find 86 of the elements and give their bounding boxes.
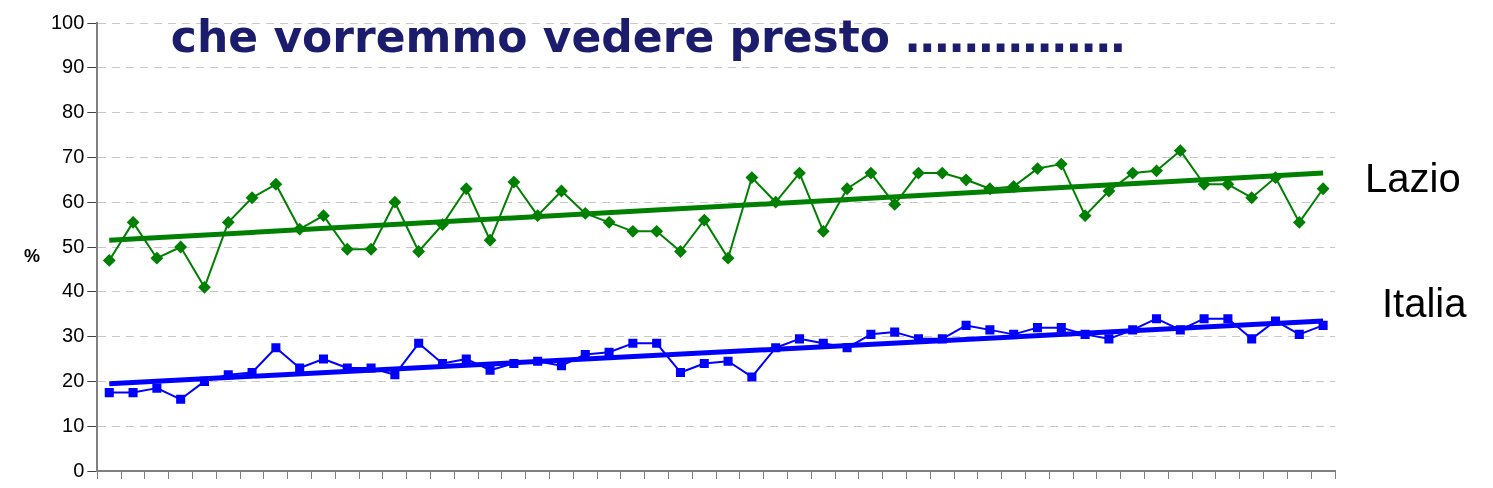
point bbox=[912, 167, 925, 180]
point bbox=[152, 383, 162, 393]
point bbox=[1247, 334, 1257, 344]
y-tick-label: 20 bbox=[62, 368, 85, 391]
chart-title: che vorremmo vedere presto …………… bbox=[170, 11, 1126, 63]
point bbox=[1055, 158, 1068, 171]
point bbox=[1317, 182, 1330, 195]
point bbox=[485, 365, 495, 375]
point bbox=[674, 245, 687, 258]
point bbox=[461, 354, 471, 364]
point bbox=[269, 178, 282, 191]
point bbox=[698, 214, 711, 227]
point bbox=[127, 216, 140, 229]
point bbox=[174, 241, 187, 253]
series-label: Lazio bbox=[1365, 156, 1461, 201]
point bbox=[1032, 323, 1043, 333]
point bbox=[1223, 314, 1233, 324]
point bbox=[318, 354, 329, 364]
point bbox=[1150, 164, 1163, 177]
y-tick-label: 50 bbox=[62, 234, 85, 257]
point bbox=[888, 198, 901, 211]
point bbox=[603, 216, 616, 229]
point bbox=[222, 216, 235, 229]
y-tick-label: 0 bbox=[73, 458, 85, 481]
point bbox=[150, 252, 163, 265]
point bbox=[176, 394, 186, 404]
point bbox=[1151, 314, 1162, 324]
point bbox=[817, 225, 830, 238]
point bbox=[1318, 320, 1328, 330]
point bbox=[723, 356, 733, 366]
point bbox=[890, 327, 900, 337]
point bbox=[699, 358, 709, 369]
y-axis-title: % bbox=[23, 245, 41, 266]
point bbox=[388, 196, 401, 209]
point bbox=[936, 167, 949, 180]
point bbox=[271, 343, 281, 353]
point bbox=[198, 281, 211, 294]
point bbox=[960, 173, 973, 186]
point bbox=[246, 191, 259, 204]
point bbox=[985, 325, 995, 335]
point bbox=[864, 167, 877, 180]
y-tick-label: 100 bbox=[50, 10, 85, 33]
y-tick-label: 60 bbox=[62, 189, 85, 212]
point bbox=[295, 363, 305, 373]
point bbox=[365, 243, 378, 256]
point bbox=[460, 182, 473, 195]
point bbox=[722, 252, 735, 265]
y-tick-label: 70 bbox=[62, 144, 85, 167]
point bbox=[103, 254, 116, 267]
point bbox=[317, 209, 330, 222]
point bbox=[794, 334, 805, 344]
y-tick-label: 30 bbox=[62, 324, 85, 347]
point bbox=[507, 176, 520, 189]
y-tick-label: 40 bbox=[62, 279, 85, 302]
point bbox=[1294, 329, 1304, 339]
point bbox=[1245, 191, 1258, 204]
point bbox=[1104, 334, 1114, 344]
point bbox=[104, 388, 114, 398]
point bbox=[652, 338, 662, 348]
point bbox=[484, 234, 497, 247]
point bbox=[1293, 216, 1306, 229]
point bbox=[745, 171, 758, 184]
point bbox=[1174, 144, 1187, 157]
point bbox=[793, 167, 806, 180]
y-tick-label: 90 bbox=[62, 55, 85, 78]
point bbox=[414, 338, 424, 348]
point bbox=[412, 245, 425, 258]
point bbox=[626, 225, 639, 238]
point bbox=[1199, 314, 1209, 324]
y-tick-label: 80 bbox=[62, 100, 85, 123]
point bbox=[628, 338, 638, 348]
point bbox=[747, 372, 757, 382]
point bbox=[555, 185, 568, 197]
point bbox=[1056, 323, 1066, 333]
point bbox=[341, 243, 354, 256]
point bbox=[1079, 209, 1092, 222]
point bbox=[961, 320, 971, 330]
point bbox=[128, 388, 138, 398]
point bbox=[675, 367, 686, 377]
point bbox=[1126, 167, 1139, 180]
point bbox=[1031, 162, 1044, 175]
point bbox=[866, 329, 876, 339]
series-label: Italia bbox=[1382, 280, 1468, 325]
point bbox=[650, 225, 663, 238]
point bbox=[841, 182, 854, 195]
y-tick-label: 10 bbox=[62, 413, 85, 436]
